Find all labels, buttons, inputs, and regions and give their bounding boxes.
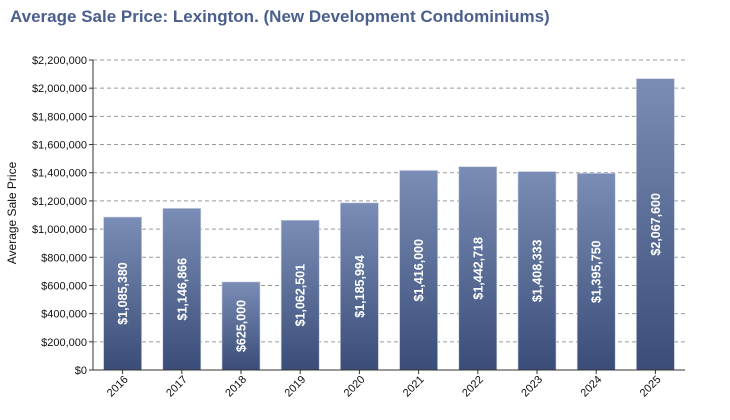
bar-2018 bbox=[221, 281, 261, 371]
bar-2025 bbox=[636, 78, 675, 371]
y-tick-label: $1,800,000 bbox=[32, 111, 87, 123]
x-tick-label: 2022 bbox=[460, 374, 486, 400]
y-tick-label: $600,000 bbox=[41, 280, 87, 292]
data-label: $625,000 bbox=[235, 300, 249, 352]
bar-2016 bbox=[103, 216, 142, 371]
data-label: $2,067,600 bbox=[649, 193, 663, 256]
bar-2017 bbox=[162, 208, 202, 371]
bar-2022 bbox=[458, 166, 498, 371]
y-tick-label: $200,000 bbox=[41, 337, 87, 349]
x-tick-label: 2018 bbox=[223, 374, 249, 400]
y-tick-label: $0 bbox=[75, 365, 87, 377]
data-label: $1,062,501 bbox=[294, 264, 308, 327]
x-tick-label: 2024 bbox=[579, 374, 605, 400]
y-tick-label: $2,000,000 bbox=[32, 83, 87, 95]
x-tick-label: 2020 bbox=[342, 374, 368, 400]
x-tick-label: 2025 bbox=[638, 374, 664, 400]
bar-2024 bbox=[576, 173, 616, 371]
bar-2023 bbox=[517, 171, 557, 371]
bar-2019 bbox=[280, 219, 320, 371]
x-tick-label: 2019 bbox=[283, 374, 309, 400]
y-tick-label: $800,000 bbox=[41, 252, 87, 264]
y-tick-label: $2,200,000 bbox=[32, 55, 87, 67]
data-label: $1,146,866 bbox=[175, 258, 189, 321]
y-tick-label: $400,000 bbox=[41, 309, 87, 321]
bar-2021 bbox=[399, 170, 438, 371]
chart-title: Average Sale Price: Lexington. (New Deve… bbox=[10, 7, 550, 26]
bar-2020 bbox=[340, 202, 379, 371]
data-label: $1,442,718 bbox=[471, 237, 485, 300]
data-label: $1,085,380 bbox=[116, 262, 130, 325]
y-axis-title: Average Sale Price bbox=[5, 161, 19, 264]
data-label: $1,185,994 bbox=[353, 255, 367, 318]
y-tick-label: $1,400,000 bbox=[32, 168, 87, 180]
x-tick-label: 2016 bbox=[105, 374, 131, 400]
x-tick-label: 2021 bbox=[401, 374, 427, 400]
y-tick-label: $1,600,000 bbox=[32, 140, 87, 152]
y-tick-label: $1,000,000 bbox=[32, 224, 87, 236]
data-label: $1,408,333 bbox=[531, 239, 545, 302]
data-label: $1,416,000 bbox=[412, 239, 426, 302]
x-tick-label: 2017 bbox=[164, 374, 190, 400]
data-label: $1,395,750 bbox=[590, 240, 604, 303]
y-tick-label: $1,200,000 bbox=[32, 196, 87, 208]
x-tick-label: 2023 bbox=[519, 374, 545, 400]
